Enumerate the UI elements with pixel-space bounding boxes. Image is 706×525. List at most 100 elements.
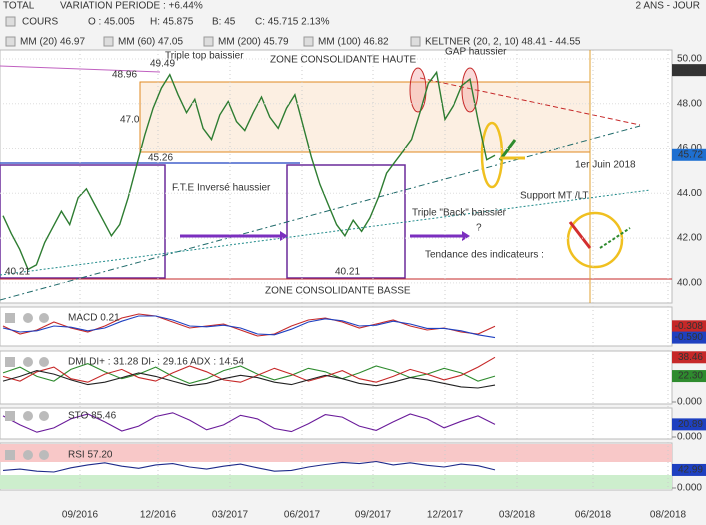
instrument: TOTAL bbox=[3, 1, 35, 12]
panel-icon bbox=[39, 411, 49, 421]
annotation: ZONE CONSOLIDANTE BASSE bbox=[265, 286, 411, 297]
legend-entry: KELTNER (20, 2, 10) 48.41 - 44.55 bbox=[425, 37, 581, 48]
series-line bbox=[2, 70, 496, 271]
value-label: 45.72 bbox=[678, 149, 703, 160]
annotation: Triple top baissier bbox=[165, 51, 244, 62]
annotation: 47.0 bbox=[120, 115, 140, 126]
annotation: 1er Juin 2018 bbox=[575, 160, 636, 171]
y-tick-label: 46.00 bbox=[677, 143, 702, 154]
value-label-box bbox=[672, 463, 706, 476]
y-tick-label: 48.00 bbox=[677, 98, 702, 109]
arrow-up bbox=[599, 227, 631, 249]
quote-high: H: 45.875 bbox=[150, 17, 194, 28]
x-tick-label: 08/2018 bbox=[650, 510, 687, 521]
annotation: ? bbox=[476, 223, 482, 234]
top-marker bbox=[409, 67, 427, 113]
value-label: 42.99 bbox=[678, 465, 703, 476]
panel-icon bbox=[39, 313, 49, 323]
x-tick-label: 09/2017 bbox=[355, 510, 392, 521]
sto-panel bbox=[0, 407, 673, 440]
series-line bbox=[2, 370, 496, 389]
quote-close: C: 45.715 2.13% bbox=[255, 17, 330, 28]
panel-icon bbox=[39, 357, 49, 367]
panel-icon bbox=[39, 450, 49, 460]
rsi-oversold bbox=[0, 475, 672, 489]
legend-swatch bbox=[303, 36, 314, 47]
y-tick-label: 0.000 bbox=[677, 483, 702, 494]
legend-entry: MM (100) 46.82 bbox=[318, 37, 389, 48]
value-label: -0.308 bbox=[675, 321, 704, 332]
x-tick-label: 06/2018 bbox=[575, 510, 612, 521]
annotation: F.T.E Inversé haussier bbox=[172, 183, 271, 194]
value-label: 20.89 bbox=[678, 419, 703, 430]
drawings bbox=[0, 50, 672, 303]
y-tick-label: 0.000 bbox=[677, 432, 702, 443]
trend-line bbox=[0, 125, 641, 301]
legend-swatch bbox=[410, 36, 421, 47]
annotation: 40.21 bbox=[335, 267, 360, 278]
annotation: 48.96 bbox=[112, 70, 137, 81]
value-label-box bbox=[672, 351, 706, 364]
top-line bbox=[0, 65, 161, 73]
value-label: 49.50 bbox=[678, 65, 703, 76]
y-tick-label: 44.00 bbox=[677, 188, 702, 199]
x-tick-label: 12/2016 bbox=[140, 510, 177, 521]
arrow-down bbox=[568, 221, 592, 249]
variation: VARIATION PERIODE : +6.44% bbox=[60, 1, 203, 12]
value-label: 38.46 bbox=[678, 352, 703, 363]
legend-swatch bbox=[203, 36, 214, 47]
value-label-box bbox=[672, 320, 706, 333]
y-tick-label: 42.00 bbox=[677, 233, 702, 244]
quote-open: O : 45.005 bbox=[88, 17, 135, 28]
y-tick-label: 0.000 bbox=[677, 397, 702, 408]
annotation: Tendance des indicateurs : bbox=[425, 250, 544, 261]
value-label: 22.30 bbox=[678, 371, 703, 382]
x-tick-label: 06/2017 bbox=[284, 510, 321, 521]
target-circle bbox=[566, 211, 624, 269]
panel-title: DMI DI+ : 31.28 DI- : 29.16 ADX : 14.54 bbox=[68, 357, 244, 368]
legend-swatch bbox=[5, 36, 16, 47]
annotation: Triple "Back" baissier bbox=[412, 208, 507, 219]
value-label-box bbox=[672, 148, 706, 161]
arrow-head bbox=[462, 231, 470, 241]
value-label-box bbox=[672, 418, 706, 431]
legend-swatch bbox=[103, 36, 114, 47]
y-tick-label: 50.00 bbox=[677, 54, 702, 65]
panel-icon bbox=[5, 411, 15, 421]
rsi-overbought bbox=[0, 444, 672, 462]
panel-icon bbox=[23, 450, 33, 460]
panel-icon bbox=[23, 357, 33, 367]
legend-entry: MM (200) 45.79 bbox=[218, 37, 289, 48]
value-label-box bbox=[672, 64, 706, 77]
legend-entry: MM (20) 46.97 bbox=[20, 37, 85, 48]
annotation: 40.21 bbox=[5, 267, 30, 278]
panel-icon bbox=[5, 450, 15, 460]
series-line bbox=[2, 460, 496, 473]
annotation: Support MT /LT bbox=[520, 191, 589, 202]
macd-panel bbox=[0, 306, 673, 347]
quote-low: B: 45 bbox=[212, 17, 236, 28]
zone-haute bbox=[139, 81, 591, 153]
panel-title: MACD 0.21 bbox=[68, 313, 120, 324]
series-line bbox=[2, 412, 496, 433]
annotation: 49.49 bbox=[150, 59, 175, 70]
panel-icon bbox=[23, 411, 33, 421]
annotation: GAP haussier bbox=[445, 47, 507, 58]
series-line bbox=[2, 315, 496, 339]
series-line bbox=[2, 313, 496, 337]
value-label: -0.590 bbox=[675, 332, 704, 343]
annotation: 45.26 bbox=[148, 153, 173, 164]
x-tick-label: 09/2016 bbox=[62, 510, 99, 521]
legend-swatch bbox=[5, 16, 16, 27]
series-line bbox=[2, 363, 496, 384]
series-line bbox=[2, 356, 496, 383]
resistance-oblique bbox=[419, 77, 641, 126]
annotation: ZONE CONSOLIDANTE HAUTE bbox=[270, 55, 416, 66]
value-label-box bbox=[672, 331, 706, 344]
panel-title: RSI 57.20 bbox=[68, 450, 113, 461]
quote-name: COURS bbox=[22, 17, 58, 28]
period: 2 ANS - JOUR bbox=[636, 1, 700, 12]
legend-entry: MM (60) 47.05 bbox=[118, 37, 183, 48]
x-tick-label: 03/2018 bbox=[499, 510, 536, 521]
